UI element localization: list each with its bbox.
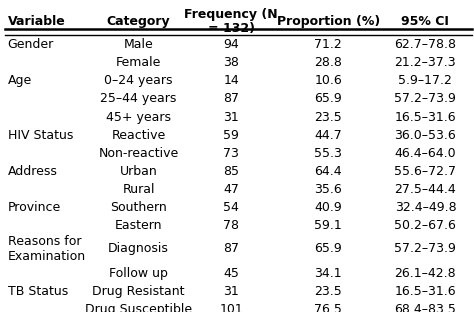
Text: 14: 14 <box>223 74 239 87</box>
Text: 40.9: 40.9 <box>314 201 342 214</box>
Text: 55.6–72.7: 55.6–72.7 <box>394 165 456 178</box>
Text: 50.2–67.6: 50.2–67.6 <box>394 219 456 232</box>
Text: 55.3: 55.3 <box>314 147 342 160</box>
Text: 76.5: 76.5 <box>314 303 342 312</box>
Text: Rural: Rural <box>122 183 155 196</box>
Text: 38: 38 <box>223 56 239 69</box>
Text: 23.5: 23.5 <box>314 285 342 298</box>
Text: 85: 85 <box>223 165 239 178</box>
Text: Age: Age <box>8 74 32 87</box>
Text: 16.5–31.6: 16.5–31.6 <box>394 285 456 298</box>
Text: 87: 87 <box>223 92 239 105</box>
Text: Reactive: Reactive <box>111 129 166 142</box>
Text: 10.6: 10.6 <box>314 74 342 87</box>
Text: 59.1: 59.1 <box>314 219 342 232</box>
Text: 31: 31 <box>223 285 239 298</box>
Text: 21.2–37.3: 21.2–37.3 <box>394 56 456 69</box>
Text: 28.8: 28.8 <box>314 56 342 69</box>
Text: 71.2: 71.2 <box>314 38 342 51</box>
Text: 64.4: 64.4 <box>314 165 342 178</box>
Text: 65.9: 65.9 <box>314 242 342 256</box>
Text: 101: 101 <box>219 303 243 312</box>
Text: 47: 47 <box>223 183 239 196</box>
Text: Province: Province <box>8 201 61 214</box>
Text: 5.9–17.2: 5.9–17.2 <box>399 74 452 87</box>
Text: 68.4–83.5: 68.4–83.5 <box>394 303 456 312</box>
Text: 94: 94 <box>223 38 239 51</box>
Text: 73: 73 <box>223 147 239 160</box>
Text: HIV Status: HIV Status <box>8 129 73 142</box>
Text: Reasons for
Examination: Reasons for Examination <box>8 235 86 263</box>
Text: Female: Female <box>116 56 161 69</box>
Text: Drug Susceptible: Drug Susceptible <box>85 303 192 312</box>
Text: 34.1: 34.1 <box>314 267 342 280</box>
Text: 95% CI: 95% CI <box>401 15 449 28</box>
Text: 45: 45 <box>223 267 239 280</box>
Text: 32.4–49.8: 32.4–49.8 <box>394 201 456 214</box>
Text: 26.1–42.8: 26.1–42.8 <box>394 267 456 280</box>
Text: Eastern: Eastern <box>115 219 163 232</box>
Text: 59: 59 <box>223 129 239 142</box>
Text: 35.6: 35.6 <box>314 183 342 196</box>
Text: 46.4–64.0: 46.4–64.0 <box>394 147 456 160</box>
Text: 31: 31 <box>223 110 239 124</box>
Text: Frequency (N
= 132): Frequency (N = 132) <box>184 8 278 35</box>
Text: Follow up: Follow up <box>109 267 168 280</box>
Text: Southern: Southern <box>110 201 167 214</box>
Text: Gender: Gender <box>8 38 54 51</box>
Text: 62.7–78.8: 62.7–78.8 <box>394 38 456 51</box>
Text: 54: 54 <box>223 201 239 214</box>
Text: Urban: Urban <box>120 165 157 178</box>
Text: Drug Resistant: Drug Resistant <box>92 285 185 298</box>
Text: 16.5–31.6: 16.5–31.6 <box>394 110 456 124</box>
Text: 87: 87 <box>223 242 239 256</box>
Text: 45+ years: 45+ years <box>106 110 171 124</box>
Text: 44.7: 44.7 <box>314 129 342 142</box>
Text: 0–24 years: 0–24 years <box>104 74 173 87</box>
Text: TB Status: TB Status <box>8 285 68 298</box>
Text: 65.9: 65.9 <box>314 92 342 105</box>
Text: Category: Category <box>107 15 171 28</box>
Text: 57.2–73.9: 57.2–73.9 <box>394 92 456 105</box>
Text: Non-reactive: Non-reactive <box>99 147 179 160</box>
Text: 25–44 years: 25–44 years <box>100 92 177 105</box>
Text: 57.2–73.9: 57.2–73.9 <box>394 242 456 256</box>
Text: Diagnosis: Diagnosis <box>108 242 169 256</box>
Text: Male: Male <box>124 38 154 51</box>
Text: 23.5: 23.5 <box>314 110 342 124</box>
Text: 78: 78 <box>223 219 239 232</box>
Text: Variable: Variable <box>8 15 65 28</box>
Text: 36.0–53.6: 36.0–53.6 <box>394 129 456 142</box>
Text: Proportion (%): Proportion (%) <box>277 15 380 28</box>
Text: 27.5–44.4: 27.5–44.4 <box>394 183 456 196</box>
Text: Address: Address <box>8 165 57 178</box>
